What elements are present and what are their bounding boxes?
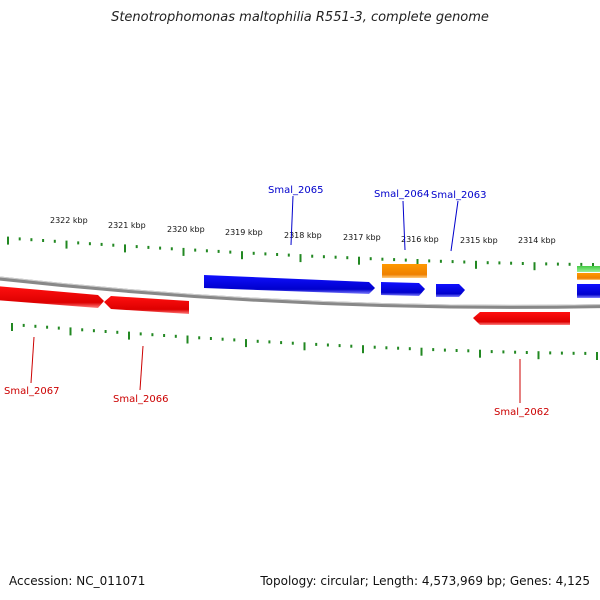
scale-label: 2318 kbp xyxy=(284,231,322,240)
scale-label: 2321 kbp xyxy=(108,221,146,230)
scale-ticks-outer xyxy=(7,236,594,271)
leader-line xyxy=(139,345,144,391)
gene-label-smal-2065[interactable]: Smal_2065 xyxy=(268,185,323,196)
gene-label-smal-2063[interactable]: Smal_2063 xyxy=(431,190,486,201)
gene-labels: Smal_2065 Smal_2064 Smal_2063 Smal_2067 … xyxy=(4,185,549,418)
gene-arrow-smal-2063[interactable] xyxy=(436,284,465,297)
gene-block-orange[interactable] xyxy=(382,264,427,278)
accession-text: Accession: NC_011071 xyxy=(9,574,146,588)
leader-line xyxy=(450,200,459,252)
genome-backbone xyxy=(0,276,600,309)
scale-label: 2317 kbp xyxy=(343,233,381,242)
gene-arrow-smal-2066[interactable] xyxy=(104,296,189,314)
scale-label: 2319 kbp xyxy=(225,228,263,237)
leader-line xyxy=(290,195,294,246)
gene-arrow-smal-2062[interactable] xyxy=(473,312,570,325)
gene-label-smal-2067[interactable]: Smal_2067 xyxy=(4,386,59,397)
scale-label: 2315 kbp xyxy=(460,236,498,245)
forward-strand-genes xyxy=(204,264,600,298)
scale-label: 2322 kbp xyxy=(50,216,88,225)
leader-line xyxy=(30,336,35,384)
scale-label: 2320 kbp xyxy=(167,225,205,234)
map-title: Stenotrophomonas maltophilia R551-3, com… xyxy=(111,10,489,25)
reverse-strand-genes xyxy=(0,286,570,325)
topology-summary: Topology: circular; Length: 4,573,969 bp… xyxy=(260,574,590,588)
gene-label-smal-2066[interactable]: Smal_2066 xyxy=(113,394,168,405)
gene-block-orange-edge[interactable] xyxy=(577,273,600,280)
gene-label-smal-2062[interactable]: Smal_2062 xyxy=(494,407,549,418)
gene-arrow-smal-2065[interactable] xyxy=(204,275,375,294)
gene-label-smal-2064[interactable]: Smal_2064 xyxy=(374,189,429,200)
gene-arrow-smal-2064[interactable] xyxy=(381,282,425,296)
scale-ticks-inner xyxy=(11,323,598,360)
leader-line xyxy=(402,200,406,251)
scale-label: 2316 kbp xyxy=(401,235,439,244)
scale-label: 2314 kbp xyxy=(518,236,556,245)
gene-block-blue-edge[interactable] xyxy=(577,284,600,298)
genome-backbone-highlight xyxy=(0,276,600,306)
gene-arrow-smal-2067[interactable] xyxy=(0,286,104,308)
scale-labels: 2322 kbp 2321 kbp 2320 kbp 2319 kbp 2318… xyxy=(50,216,556,245)
gene-block-green[interactable] xyxy=(577,266,600,272)
